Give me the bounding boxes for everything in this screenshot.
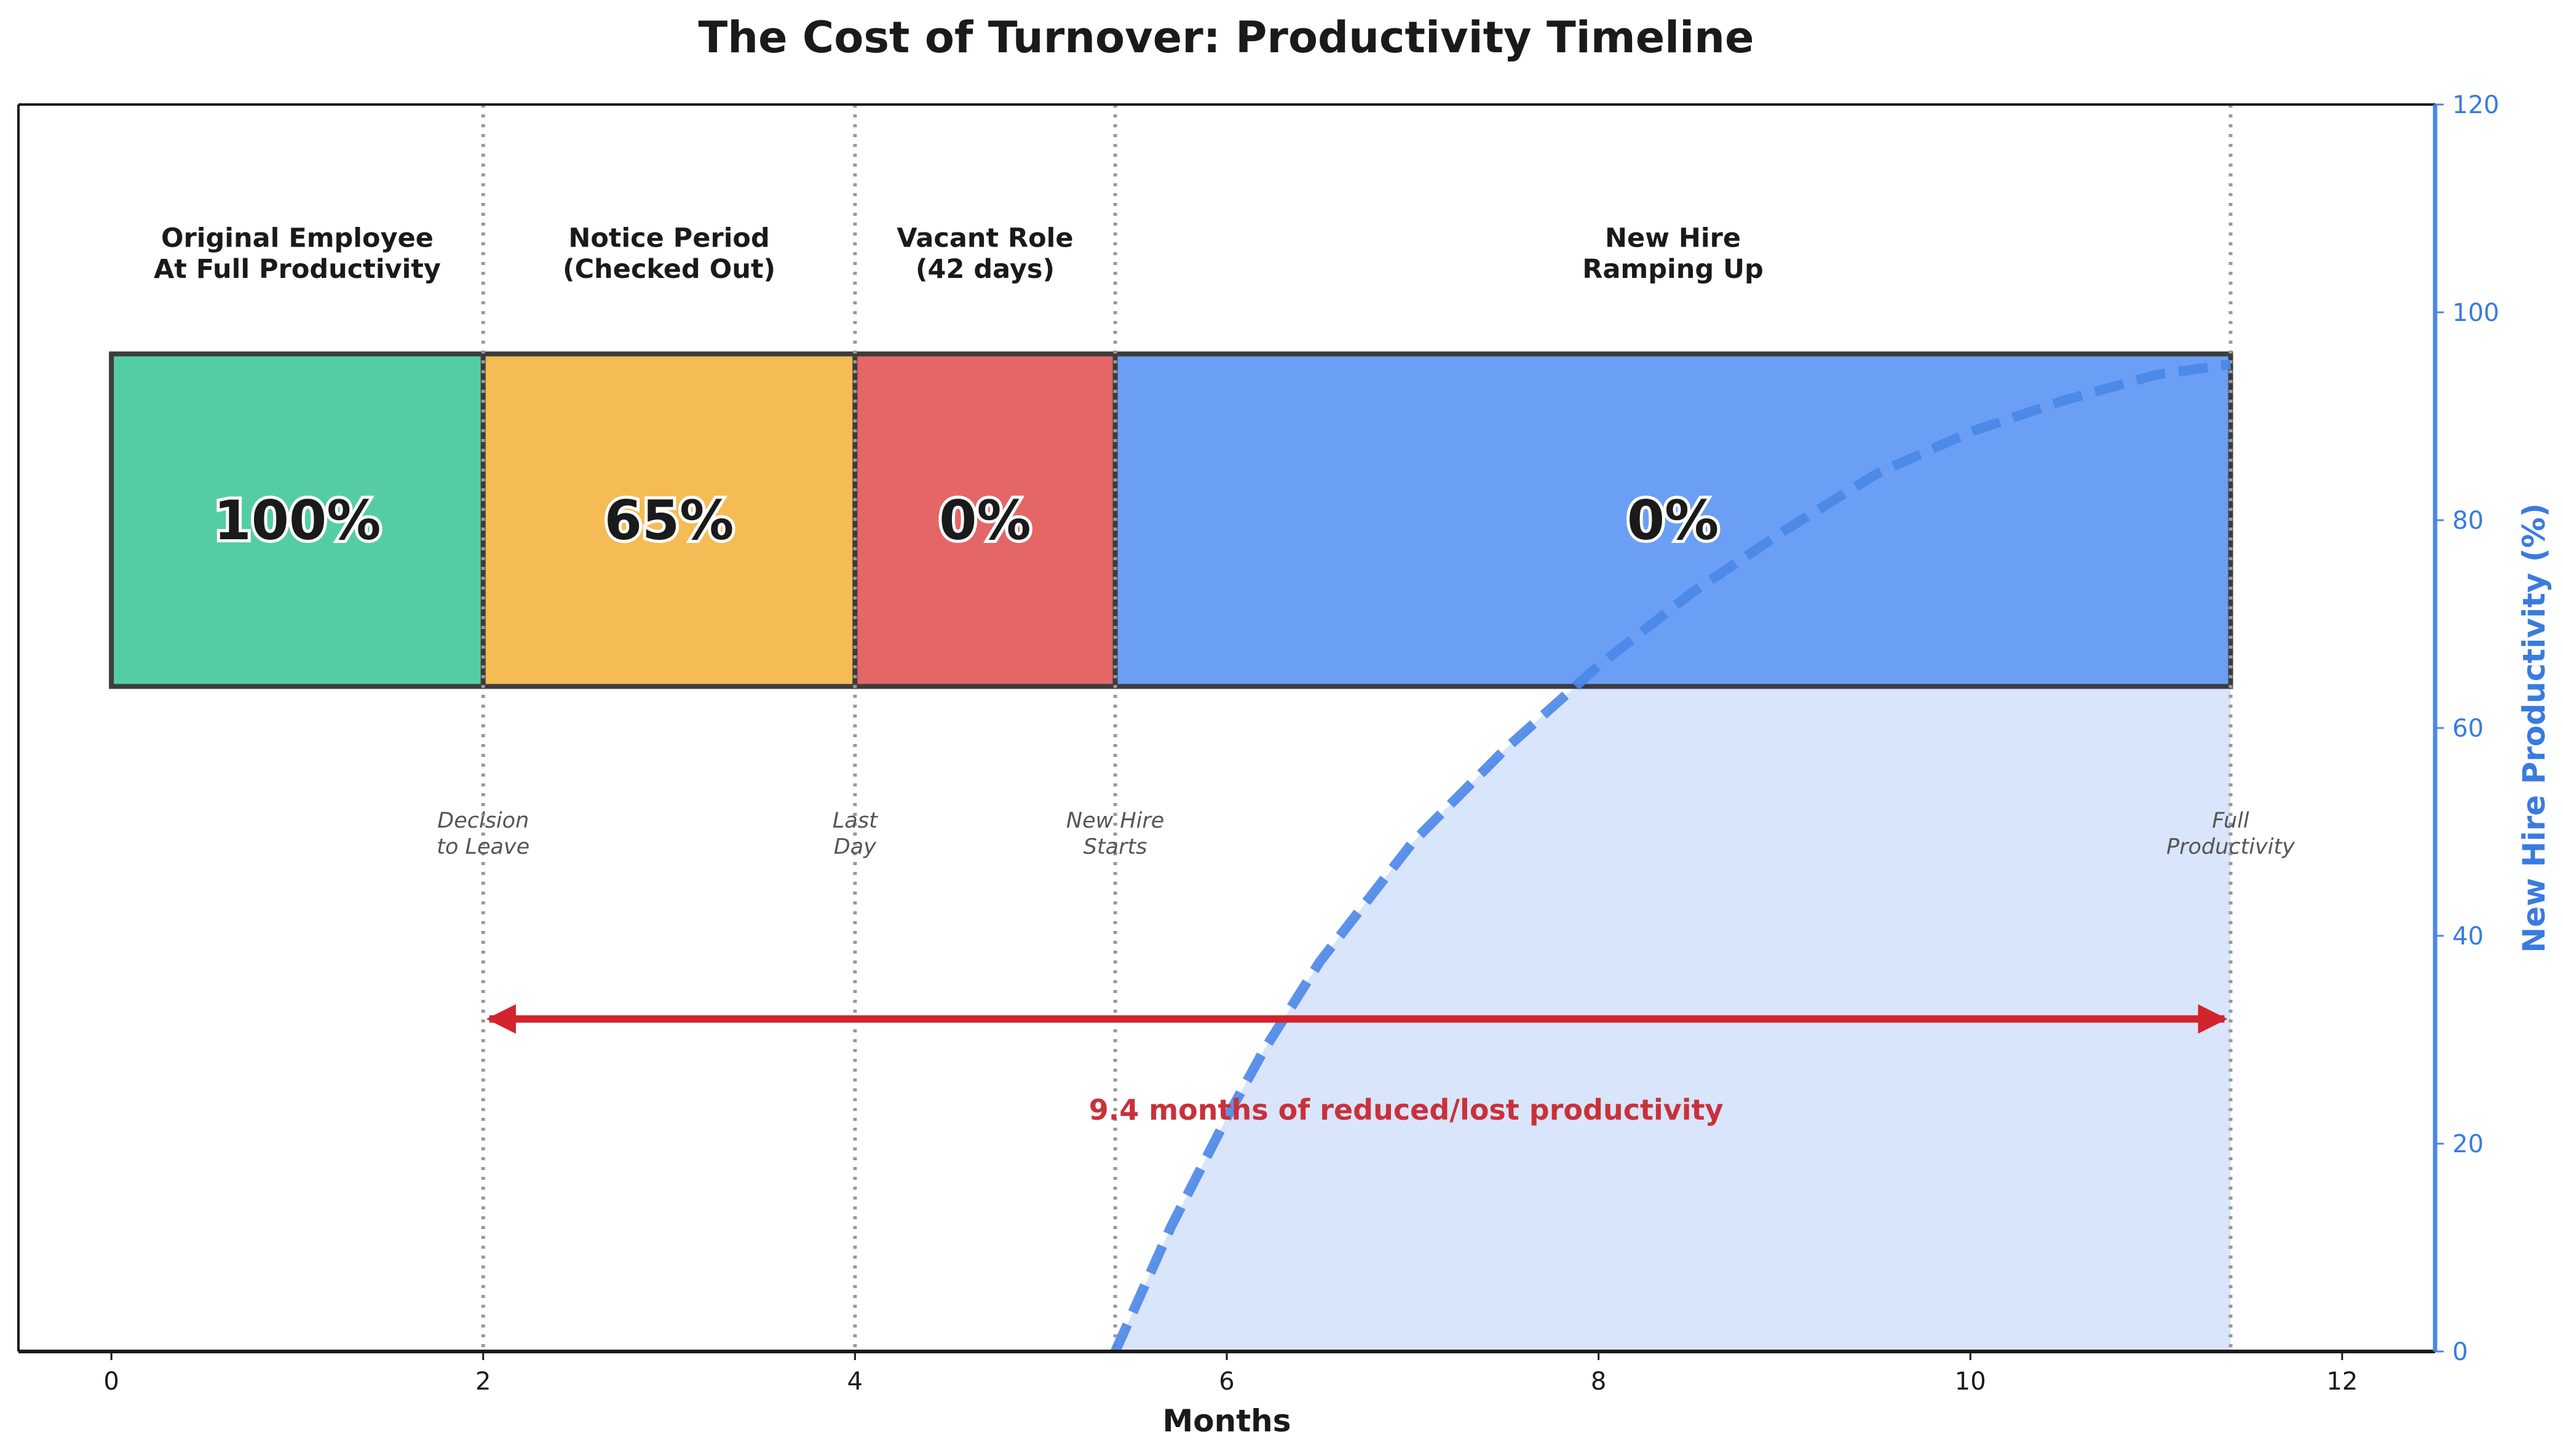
x-tick-label-3: 6 [1219,1367,1234,1396]
x-tick-label-4: 8 [1591,1367,1606,1396]
event-label-line2-0: to Leave [437,834,529,859]
y-right-tick-label-1: 20 [2452,1130,2484,1158]
phase-label-line1-3: New Hire [1605,223,1741,254]
y-right-axis-label: New Hire Productivity (%) [2516,503,2552,952]
phase-label-line2-2: (42 days) [916,254,1055,285]
span-label: 9.4 months of reduced/lost productivity [1089,1093,1724,1126]
phase-productivity-value-1: 65% [604,489,734,552]
event-label-line2-1: Day [834,834,877,859]
phase-bar-2 [852,351,1118,689]
x-tick-label-0: 0 [103,1367,119,1396]
x-axis-label: Months [1163,1403,1291,1439]
x-tick-label-1: 2 [475,1367,491,1396]
phase-label-line1-1: Notice Period [568,223,769,254]
x-tick-label-5: 10 [1955,1367,1986,1396]
event-label-line1-3: Full [2212,809,2249,833]
event-label-line1-2: New Hire [1066,809,1164,833]
phase-label-line2-3: Ramping Up [1582,254,1764,285]
phase-productivity-value-2: 0% [939,489,1031,552]
phase-productivity-value-3: 0% [1627,489,1719,552]
phase-label-line2-0: At Full Productivity [154,254,441,285]
phase-bar-0 [109,351,486,689]
ramp-curve [1111,359,2232,1354]
y-right-tick-label-0: 0 [2452,1338,2468,1366]
phase-label-line2-1: (Checked Out) [563,254,775,285]
y-right-tick-label-6: 120 [2452,91,2499,119]
phase-bar-3 [1112,351,2233,689]
chart-title: The Cost of Turnover: Productivity Timel… [699,12,1754,63]
y-right-tick-label-5: 100 [2452,299,2499,327]
x-tick-label-6: 12 [2326,1367,2358,1396]
phase-label-line1-0: Original Employee [161,223,434,254]
x-tick-label-2: 4 [847,1367,863,1396]
y-right-tick-label-4: 80 [2452,507,2484,535]
y-right-tick-label-2: 40 [2452,922,2484,951]
event-label-line2-3: Productivity [2166,834,2296,859]
event-label-line2-2: Starts [1083,834,1147,859]
phase-bar-1 [480,351,858,689]
phase-label-line1-2: Vacant Role [897,223,1073,254]
event-label-line1-0: Decision [437,809,529,833]
event-label-line1-1: Last [833,809,878,833]
y-right-tick-label-3: 60 [2452,714,2484,743]
phase-productivity-value-0: 100% [214,489,381,552]
